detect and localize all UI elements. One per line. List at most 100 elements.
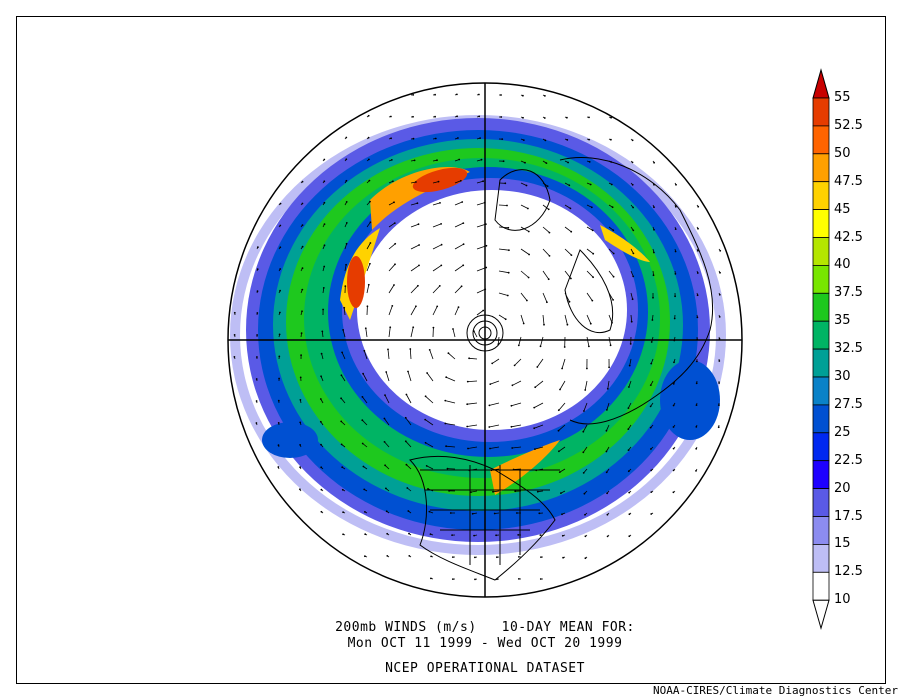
wind-vector-head xyxy=(279,202,282,205)
wind-vector-head xyxy=(500,116,503,118)
wind-vector-head xyxy=(558,450,560,453)
wind-vector-head xyxy=(672,383,675,385)
wind-vector-head xyxy=(612,299,614,301)
wind-vector-head xyxy=(584,557,587,560)
wind-vector xyxy=(628,380,632,388)
wind-vector-head xyxy=(562,556,564,559)
wind-vector-head xyxy=(451,534,453,536)
wind-vector xyxy=(321,353,324,360)
wind-vector-head xyxy=(492,490,494,493)
wind-vector-head xyxy=(367,283,370,286)
wind-vector-head xyxy=(413,159,416,162)
wind-vector xyxy=(513,468,522,470)
wind-vector-head xyxy=(342,533,344,536)
weak-patch-asia xyxy=(660,360,720,440)
wind-vector-head xyxy=(560,492,562,494)
wind-vector xyxy=(341,352,346,360)
wind-vector-head xyxy=(558,471,561,473)
wind-vector-head xyxy=(459,179,462,182)
wind-vector-head xyxy=(588,161,591,163)
legend-label-37-5: 37.5 xyxy=(834,285,863,301)
wind-vector-head xyxy=(409,348,412,350)
wind-vector-head xyxy=(589,183,592,186)
wind-vector-head xyxy=(299,444,301,446)
wind-vector-head xyxy=(489,447,491,450)
wind-vector-head xyxy=(412,94,415,96)
legend-label-30: 30 xyxy=(834,369,851,384)
wind-vector xyxy=(586,336,590,347)
wind-vector-head xyxy=(345,201,348,203)
wind-vector-head xyxy=(696,272,699,274)
wind-vector xyxy=(454,222,464,228)
wind-vector-head xyxy=(424,418,427,421)
wind-vector-head xyxy=(320,443,322,446)
wind-vector-head xyxy=(495,534,497,537)
wind-vector xyxy=(432,285,441,294)
wind-vector xyxy=(410,202,418,206)
wind-vector-head xyxy=(364,555,366,558)
wind-vector-head xyxy=(320,466,323,469)
wind-vector-head xyxy=(452,578,454,580)
wind-vector xyxy=(366,284,370,294)
wind-vector xyxy=(606,424,610,431)
wind-vector-head xyxy=(488,426,491,428)
legend-swatch-40 xyxy=(812,237,830,266)
wind-vector-head xyxy=(394,263,396,266)
wind-vector-head xyxy=(363,349,366,352)
wind-vector xyxy=(452,328,456,338)
wind-vector-head xyxy=(522,322,525,325)
wind-vector xyxy=(564,248,572,256)
wind-vector-head xyxy=(361,419,364,422)
wind-vector xyxy=(432,223,442,228)
legend-swatch-30 xyxy=(812,348,830,378)
wind-vector-head xyxy=(405,463,408,466)
wind-vector xyxy=(406,464,412,470)
wind-vector-head xyxy=(466,403,469,406)
wind-vector-head xyxy=(649,405,652,408)
wind-vector-head xyxy=(651,319,654,321)
wind-vector-head xyxy=(478,93,480,96)
wind-vector xyxy=(512,380,522,386)
wind-vector-head xyxy=(610,116,612,119)
wind-vector-head xyxy=(256,290,259,292)
wind-vector-head xyxy=(589,322,592,325)
wind-vector-head xyxy=(582,472,585,474)
wind-vector xyxy=(362,443,368,448)
wind-vector-head xyxy=(278,377,280,380)
jet-core-west xyxy=(347,256,365,308)
wind-vector-head xyxy=(610,138,612,141)
wind-vector-head xyxy=(444,422,447,425)
wind-vector-head xyxy=(299,376,302,379)
wind-vector-head xyxy=(323,244,326,247)
wind-vector-head xyxy=(582,451,585,454)
wind-vector-head xyxy=(570,230,573,233)
legend-swatch-25 xyxy=(812,404,830,434)
wind-vector xyxy=(520,314,525,324)
wind-vector xyxy=(559,380,566,390)
legend-swatch-12-5 xyxy=(812,544,830,573)
legend-label-32-5: 32.5 xyxy=(834,341,863,357)
wind-vector-head xyxy=(468,357,470,360)
legend-label-45: 45 xyxy=(834,201,851,217)
wind-vector-head xyxy=(342,329,344,331)
wind-vector xyxy=(629,358,632,366)
wind-vector-head xyxy=(322,287,325,289)
wind-vector xyxy=(498,248,509,251)
wind-vector xyxy=(405,417,412,426)
wind-vector-head xyxy=(482,180,484,183)
wind-vector-head xyxy=(278,333,281,336)
wind-vector xyxy=(586,226,593,231)
wind-vector xyxy=(410,265,420,272)
wind-vector-head xyxy=(393,201,395,204)
wind-vector xyxy=(365,328,368,338)
wind-vector-head xyxy=(672,426,675,428)
wind-vector-head xyxy=(590,206,593,209)
wind-vector-head xyxy=(629,343,632,345)
legend-min-arrow xyxy=(812,599,830,631)
wind-vector-head xyxy=(653,206,655,209)
wind-vector-head xyxy=(517,534,520,536)
wind-vector-head xyxy=(412,115,414,118)
wind-vector-head xyxy=(592,252,595,255)
wind-vector-head xyxy=(341,351,343,354)
wind-vector-head xyxy=(513,364,516,367)
